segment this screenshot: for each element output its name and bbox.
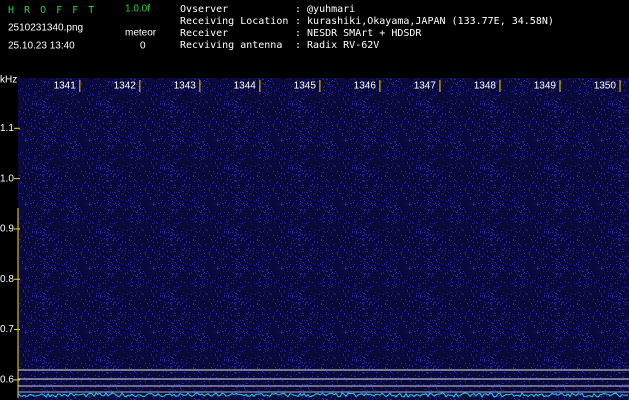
- x-tick-label: 1342: [114, 81, 137, 92]
- x-tick-label: 1346: [354, 81, 377, 92]
- x-tick-label: 1345: [294, 81, 317, 92]
- spectrogram-bg: [18, 78, 629, 400]
- info-value: : NESDR SMArt + HDSDR: [295, 28, 422, 39]
- app-name: H R O F F T: [8, 5, 96, 16]
- y-tick-label: 1.0: [0, 173, 14, 184]
- info-label: Receiving Location: [180, 16, 288, 27]
- info-value: : @yuhmari: [295, 4, 355, 15]
- x-tick-label: 1349: [534, 81, 557, 92]
- info-label: Recviving antenna: [180, 40, 282, 51]
- header-bg: [0, 0, 629, 78]
- filename: 2510231340.png: [8, 23, 83, 34]
- x-tick-label: 1341: [54, 81, 77, 92]
- x-tick-label: 1348: [474, 81, 497, 92]
- version: 1.0.0f: [125, 4, 150, 15]
- datetime: 25.10.23 13:40: [8, 41, 75, 52]
- y-tick-label: 0.8: [0, 274, 14, 285]
- x-tick-label: 1350: [594, 81, 617, 92]
- y-tick-label: 1.1: [0, 123, 14, 134]
- info-label: Receiver: [180, 28, 228, 39]
- y-tick-label: 0.6: [0, 375, 14, 386]
- meteor-label: meteor: [125, 28, 157, 39]
- info-label: Ovserver: [180, 4, 228, 15]
- info-value: : Radix RV-62V: [295, 40, 379, 51]
- y-tick-label: 0.9: [0, 224, 14, 235]
- info-value: : kurashiki,Okayama,JAPAN (133.77E, 34.5…: [295, 16, 554, 27]
- y-unit: kHz: [0, 75, 17, 86]
- x-tick-label: 1347: [414, 81, 437, 92]
- x-tick-label: 1343: [174, 81, 197, 92]
- meteor-count: 0: [140, 41, 146, 52]
- signal-trace: [17, 392, 629, 398]
- x-tick-label: 1344: [234, 81, 257, 92]
- y-tick-label: 0.7: [0, 324, 14, 335]
